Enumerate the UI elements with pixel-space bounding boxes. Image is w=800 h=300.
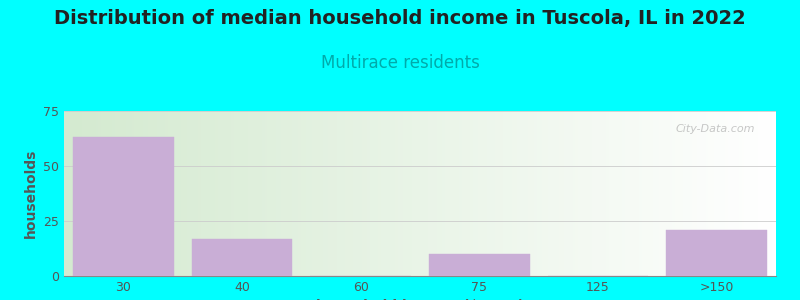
Text: Distribution of median household income in Tuscola, IL in 2022: Distribution of median household income … — [54, 9, 746, 28]
Bar — [429, 254, 530, 276]
X-axis label: household income ($1000): household income ($1000) — [316, 299, 524, 300]
Bar — [666, 230, 767, 276]
Text: Multirace residents: Multirace residents — [321, 54, 479, 72]
Bar — [73, 137, 174, 276]
Bar — [191, 238, 293, 276]
Y-axis label: households: households — [23, 149, 38, 238]
Text: City-Data.com: City-Data.com — [675, 124, 754, 134]
